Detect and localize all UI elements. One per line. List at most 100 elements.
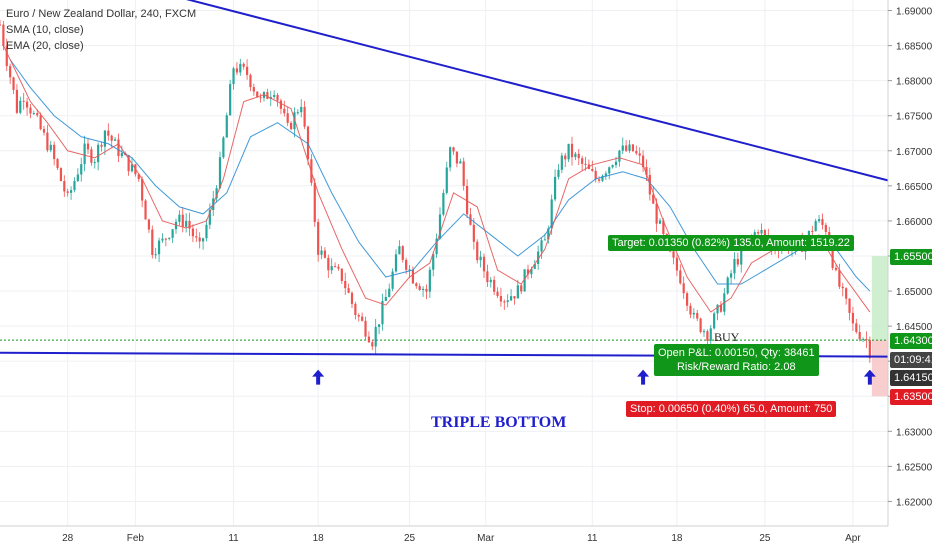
ema-label[interactable]: EMA (20, close) [6,40,84,52]
axis-tag-last: 1.64150 [890,370,932,386]
x-tick-label: 11 [587,533,598,544]
candle-body [97,144,100,163]
candle-body [516,285,519,299]
sma-label[interactable]: SMA (10, close) [6,24,84,36]
candle-body [459,161,462,164]
x-tick-label: Apr [845,533,861,544]
candle-body [709,328,712,341]
price-axis-bg [888,0,932,550]
candle-body [154,254,157,256]
candle-body [635,151,638,154]
candle-body [29,107,32,114]
candle-body [391,271,394,289]
candle-body [344,280,347,289]
candle-body [503,301,506,303]
up-arrow-icon [637,369,650,385]
candle-body [604,173,607,176]
candle-body [110,135,113,141]
candle-body [811,230,814,232]
candle-body [702,331,706,333]
x-tick-label: 25 [759,533,771,544]
candle-body [201,238,205,242]
y-tick-label: 1.66000 [896,217,932,228]
candle-body [15,89,19,113]
candle-body [259,97,262,99]
candle-body [540,240,543,252]
candle-body [570,143,574,158]
candle-body [614,161,618,166]
candle-body [834,267,838,270]
candle-body [405,259,408,270]
candle-body [161,238,164,241]
candle-body [367,336,371,343]
candle-body [821,219,824,225]
candle-body [682,283,685,294]
axis-tag-entry: 1.64300 [890,333,932,349]
candle-body [2,24,5,47]
candle-body [66,191,69,193]
candle-body [513,296,516,299]
candle-body [381,300,384,325]
chart-grid [0,0,888,526]
candle-body [384,296,387,301]
candle-body [567,143,570,160]
candle-body [235,68,239,73]
candle-body [398,246,401,255]
candle-body [658,220,662,224]
candle-body [652,194,655,204]
candle-body [279,100,283,109]
candle-body [198,237,201,242]
candle-body [438,214,442,239]
candle-body [479,256,482,261]
y-tick-label: 1.67000 [896,147,932,158]
candle-body [320,250,323,255]
buy-label: BUY [714,330,740,344]
candle-body [357,315,360,317]
bottom-markers [312,369,876,385]
ema-line [9,59,871,292]
x-tick-label: 28 [62,533,74,544]
candle-body [157,240,161,255]
candle-body [530,268,533,275]
candle-body [83,143,86,165]
candle-body [408,269,411,271]
candle-body [435,238,438,255]
x-tick-label: Feb [127,533,145,544]
y-tick-label: 1.64500 [896,322,932,333]
candle-body [333,266,337,268]
candle-body [493,279,496,292]
y-tick-label: 1.62500 [896,462,932,473]
candle-body [814,221,817,232]
x-tick-label: 18 [671,533,683,544]
candle-body [445,167,448,193]
y-tick-label: 1.68000 [896,77,932,88]
candle-body [523,269,526,292]
candle-body [628,144,631,151]
candle-body [716,304,719,314]
candle-body [266,92,269,99]
candle-body [36,113,39,116]
candle-body [824,224,827,233]
candle-body [350,292,354,304]
candle-body [354,303,357,316]
candle-body [655,203,658,224]
candle-body [218,157,222,189]
candle-body [486,271,489,283]
candle-body [817,219,821,222]
candle-body [283,108,286,114]
candle-body [361,316,364,321]
candle-body [608,167,611,174]
symbol-label[interactable]: Euro / New Zealand Dollar, 240, FXCM [6,8,197,20]
candle-body [757,232,760,234]
price-axis: 1.69000 1.68500 1.68000 1.67500 1.67000 1.665… [887,0,932,550]
candle-body [171,229,174,238]
descending-trendline [185,0,932,193]
moving-averages [2,45,871,313]
candle-body [127,155,130,172]
candle-body [327,257,330,271]
candle-body [0,24,2,26]
candle-body [736,258,739,265]
candle-body [432,254,435,270]
candle-body [662,220,665,235]
